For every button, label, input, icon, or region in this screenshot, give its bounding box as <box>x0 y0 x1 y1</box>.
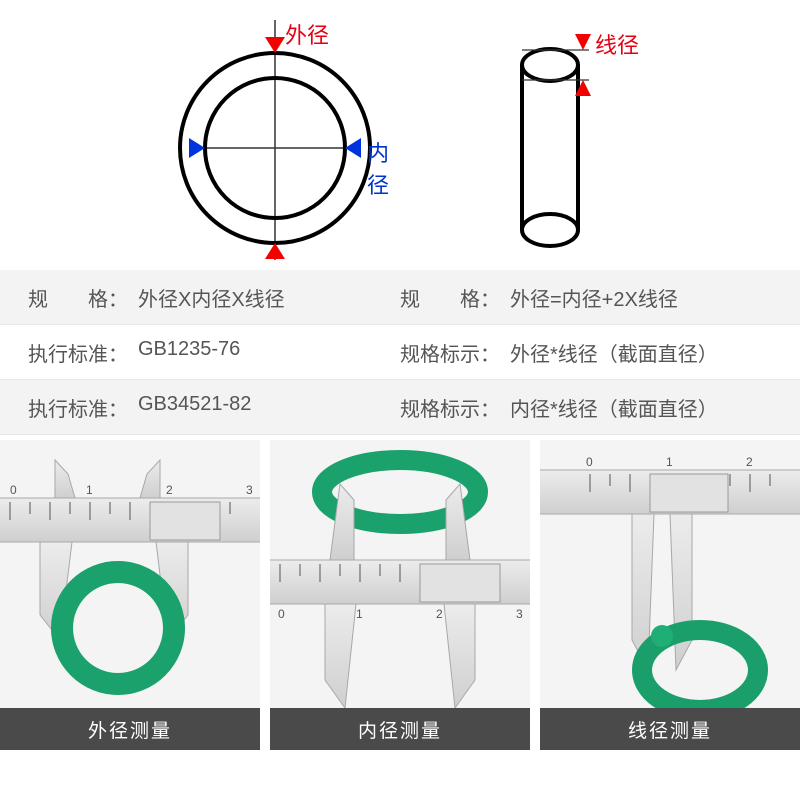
ring-diagram: 外径 内径 <box>145 20 405 260</box>
photo-body: 0 1 2 3 <box>270 440 530 708</box>
svg-text:1: 1 <box>86 483 93 497</box>
svg-text:0: 0 <box>278 607 285 621</box>
spec-row: 规 格： 外径X内径X线径 规 格： 外径=内径+2X线径 <box>0 270 800 325</box>
spec-key: 规 格： <box>28 283 138 312</box>
spec-row: 执行标准： GB34521-82 规格标示： 内径*线径（截面直径） <box>0 380 800 435</box>
spec-key: 规格标示： <box>400 338 510 367</box>
svg-text:3: 3 <box>246 483 253 497</box>
svg-text:2: 2 <box>166 483 173 497</box>
svg-text:0: 0 <box>10 483 17 497</box>
spec-key: 规 格： <box>400 283 510 312</box>
spec-key: 规格标示： <box>400 393 510 422</box>
ring-svg <box>145 20 405 260</box>
photo-wire: 0 1 2 线径测量 <box>540 440 800 750</box>
svg-text:2: 2 <box>436 607 443 621</box>
photo-outer: 0 1 2 3 外径测量 <box>0 440 260 750</box>
photo-body: 0 1 2 3 <box>0 440 260 708</box>
inner-diameter-label: 内径 <box>367 136 405 200</box>
spec-val: 外径*线径（截面直径） <box>510 338 718 367</box>
wire-diameter-label: 线径 <box>595 28 639 60</box>
spec-val: GB34521-82 <box>138 393 251 422</box>
photo-caption: 线径测量 <box>540 708 800 750</box>
diagram-area: 外径 内径 线径 <box>0 0 800 270</box>
spec-val: 外径X内径X线径 <box>138 283 285 312</box>
svg-text:1: 1 <box>356 607 363 621</box>
spec-val: 内径*线径（截面直径） <box>510 393 718 422</box>
spec-table: 规 格： 外径X内径X线径 规 格： 外径=内径+2X线径 执行标准： GB12… <box>0 270 800 435</box>
outer-diameter-label: 外径 <box>285 18 329 50</box>
svg-text:3: 3 <box>516 607 523 621</box>
spec-val: GB1235-76 <box>138 338 240 367</box>
photo-inner: 0 1 2 3 内径测量 <box>270 440 530 750</box>
photo-body: 0 1 2 <box>540 440 800 708</box>
svg-text:1: 1 <box>666 455 673 469</box>
svg-text:0: 0 <box>586 455 593 469</box>
spec-val: 外径=内径+2X线径 <box>510 283 678 312</box>
spec-key: 执行标准： <box>28 393 138 422</box>
spec-row: 执行标准： GB1235-76 规格标示： 外径*线径（截面直径） <box>0 325 800 380</box>
measurement-photos: 0 1 2 3 外径测量 <box>0 440 800 750</box>
spec-key: 执行标准： <box>28 338 138 367</box>
photo-caption: 内径测量 <box>270 708 530 750</box>
cylinder-diagram: 线径 <box>495 20 655 260</box>
svg-text:2: 2 <box>746 455 753 469</box>
photo-caption: 外径测量 <box>0 708 260 750</box>
